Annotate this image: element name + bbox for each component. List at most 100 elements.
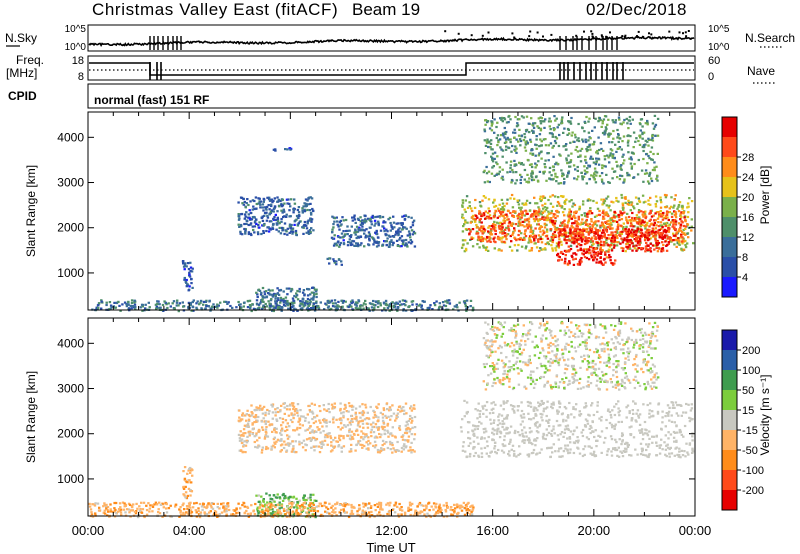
scatter-cell: [581, 454, 585, 458]
scatter-cell: [543, 120, 546, 123]
scatter-cell: [608, 245, 612, 248]
scatter-cell: [687, 236, 690, 239]
scatter-cell: [545, 428, 548, 431]
scatter-cell: [621, 241, 625, 244]
scatter-cell: [628, 454, 631, 457]
scatter-cell: [549, 364, 552, 367]
scatter-cell: [284, 229, 287, 232]
scatter-cell: [652, 435, 656, 438]
scatter-cell: [617, 334, 621, 337]
scatter-cell: [677, 210, 681, 213]
scatter-cell: [612, 121, 615, 124]
scatter-cell: [588, 427, 591, 430]
scatter-cell: [577, 234, 580, 238]
scatter-cell: [602, 215, 605, 218]
scatter-cell: [284, 301, 287, 304]
scatter-cell: [280, 299, 283, 302]
scatter-cell: [344, 233, 347, 236]
scatter-cell: [488, 235, 491, 239]
scatter-cell: [295, 292, 298, 295]
scatter-cell: [385, 244, 388, 247]
scatter-cell: [559, 424, 562, 427]
scatter-cell: [649, 385, 652, 388]
scatter-cell: [284, 148, 287, 151]
scatter-cell: [464, 219, 467, 222]
scatter-cell: [564, 257, 567, 260]
scatter-cell: [649, 402, 652, 405]
scatter-cell: [687, 453, 690, 456]
scatter-cell: [279, 199, 282, 202]
scatter-cell: [573, 217, 577, 220]
scatter-cell: [668, 419, 671, 422]
scatter-cell: [610, 241, 613, 244]
scatter-cell: [586, 360, 589, 363]
scatter-cell: [576, 262, 580, 266]
scatter-cell: [245, 211, 248, 214]
scatter-cell: [563, 329, 567, 332]
scatter-cell: [326, 300, 329, 303]
scatter-cell: [478, 201, 482, 204]
scatter-cell: [635, 249, 638, 252]
scatter-cell: [410, 240, 414, 243]
scatter-cell: [619, 450, 622, 453]
scatter-cell: [551, 350, 554, 353]
scatter-cell: [653, 161, 656, 164]
scatter-cell: [301, 209, 304, 212]
scatter-cell: [348, 238, 351, 241]
scatter-cell: [492, 237, 495, 240]
scatter-cell: [267, 230, 271, 233]
scatter-cell: [613, 236, 617, 239]
scatter-cell: [626, 141, 630, 144]
scatter-cell: [523, 232, 526, 235]
scatter-cell: [635, 412, 638, 415]
scatter-cell: [541, 248, 545, 251]
scatter-cell: [562, 145, 565, 148]
scatter-cell: [293, 223, 296, 226]
scatter-cell: [672, 220, 675, 223]
scatter-cell: [507, 225, 510, 228]
scatter-cell: [584, 121, 587, 124]
scatter-cell: [635, 244, 638, 247]
scatter-cell: [614, 231, 617, 234]
scatter-cell: [684, 243, 687, 247]
scatter-cell: [527, 122, 530, 125]
scatter-cell: [566, 174, 569, 177]
scatter-cell: [536, 345, 539, 349]
scatter-cell: [281, 228, 285, 231]
scatter-cell: [540, 217, 544, 220]
scatter-cell: [607, 237, 611, 240]
scatter-cell: [609, 148, 613, 151]
scatter-cell: [485, 452, 488, 455]
scatter-cell: [261, 286, 265, 290]
scatter-cell: [534, 439, 538, 442]
nave-label: Nave: [747, 64, 775, 78]
scatter-cell: [678, 450, 681, 453]
scatter-cell: [521, 238, 525, 241]
scatter-cell: [622, 247, 625, 250]
scatter-cell: [503, 240, 506, 243]
scatter-cell: [366, 307, 369, 310]
scatter-cell: [276, 200, 279, 203]
scatter-cell: [497, 235, 500, 238]
scatter-cell: [529, 234, 533, 237]
scatter-cell: [680, 233, 683, 236]
scatter-cell: [253, 216, 256, 219]
scatter-cell: [333, 260, 336, 263]
scatter-cell: [401, 228, 404, 231]
scatter-cell: [492, 438, 495, 442]
scatter-cell: [375, 230, 378, 233]
scatter-cell: [305, 224, 308, 227]
scatter-cell: [517, 243, 520, 247]
scatter-cell: [489, 231, 492, 234]
scatter-cell: [578, 230, 582, 234]
scatter-cell: [470, 207, 473, 210]
scatter-cell: [543, 163, 546, 166]
scatter-cell: [341, 305, 344, 308]
scatter-cell: [341, 216, 344, 219]
scatter-cell: [401, 243, 405, 246]
scatter-cell: [571, 356, 574, 360]
scatter-cell: [560, 243, 563, 246]
scatter-cell: [477, 442, 480, 445]
scatter-cell: [552, 443, 555, 446]
scatter-cell: [639, 338, 642, 341]
